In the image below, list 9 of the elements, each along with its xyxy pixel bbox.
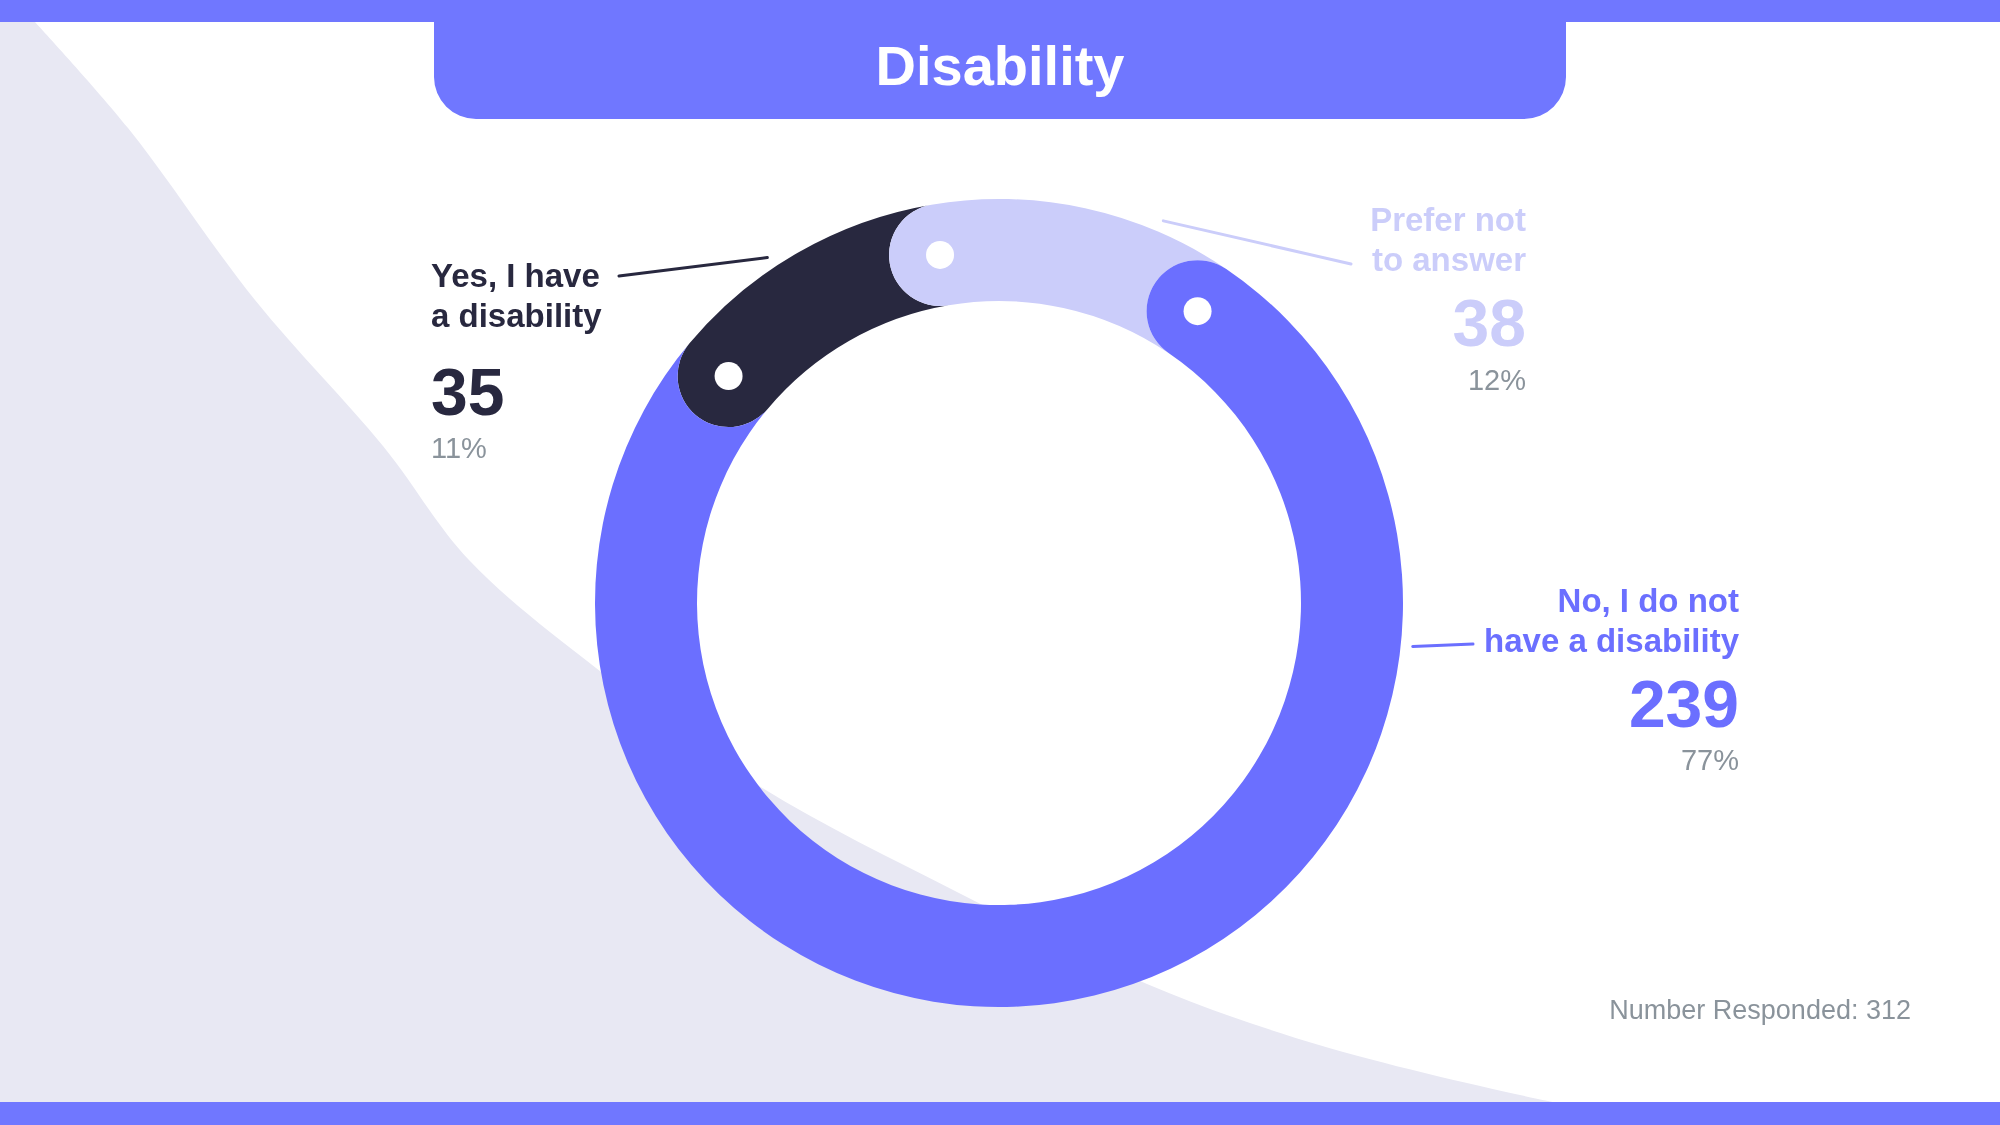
slice-label: Yes, I have a disability <box>431 257 603 334</box>
text: 12% <box>1467 364 1526 396</box>
slice-label: No, I do not have a disability <box>1484 582 1740 659</box>
text: Number Responded: 312 <box>1609 995 1911 1025</box>
data-label: 239 <box>1628 667 1739 741</box>
chart-title: Disability <box>875 34 1125 97</box>
data-label: 35 <box>431 355 505 429</box>
text: 77% <box>1680 744 1739 776</box>
text: 11% <box>431 432 487 464</box>
